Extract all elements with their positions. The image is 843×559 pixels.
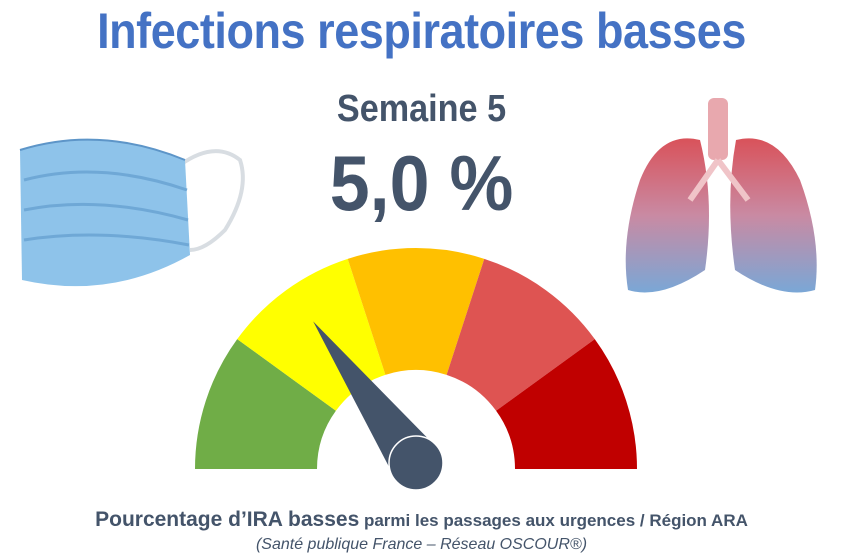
source-note: (Santé publique France – Réseau OSCOUR®) <box>255 536 588 553</box>
gauge-segment-1 <box>195 339 336 469</box>
week-label: Semaine 5 <box>336 88 507 130</box>
gauge-needle-hub <box>388 435 444 491</box>
gauge-segment-5 <box>496 339 637 469</box>
gauge-segment-4 <box>446 258 595 411</box>
surgical-mask-icon <box>19 138 245 287</box>
caption: Pourcentage d’IRA basses parmi les passa… <box>0 508 843 532</box>
gauge <box>195 248 637 491</box>
caption-bold: Pourcentage d’IRA basses <box>95 508 360 531</box>
caption-rest: parmi les passages aux urgences / Région… <box>359 511 748 530</box>
lungs-icon <box>625 98 817 293</box>
gauge-segment-3 <box>347 248 485 375</box>
page-title: Infections respiratoires basses <box>97 3 746 59</box>
percentage-value: 5,0 % <box>329 139 514 227</box>
